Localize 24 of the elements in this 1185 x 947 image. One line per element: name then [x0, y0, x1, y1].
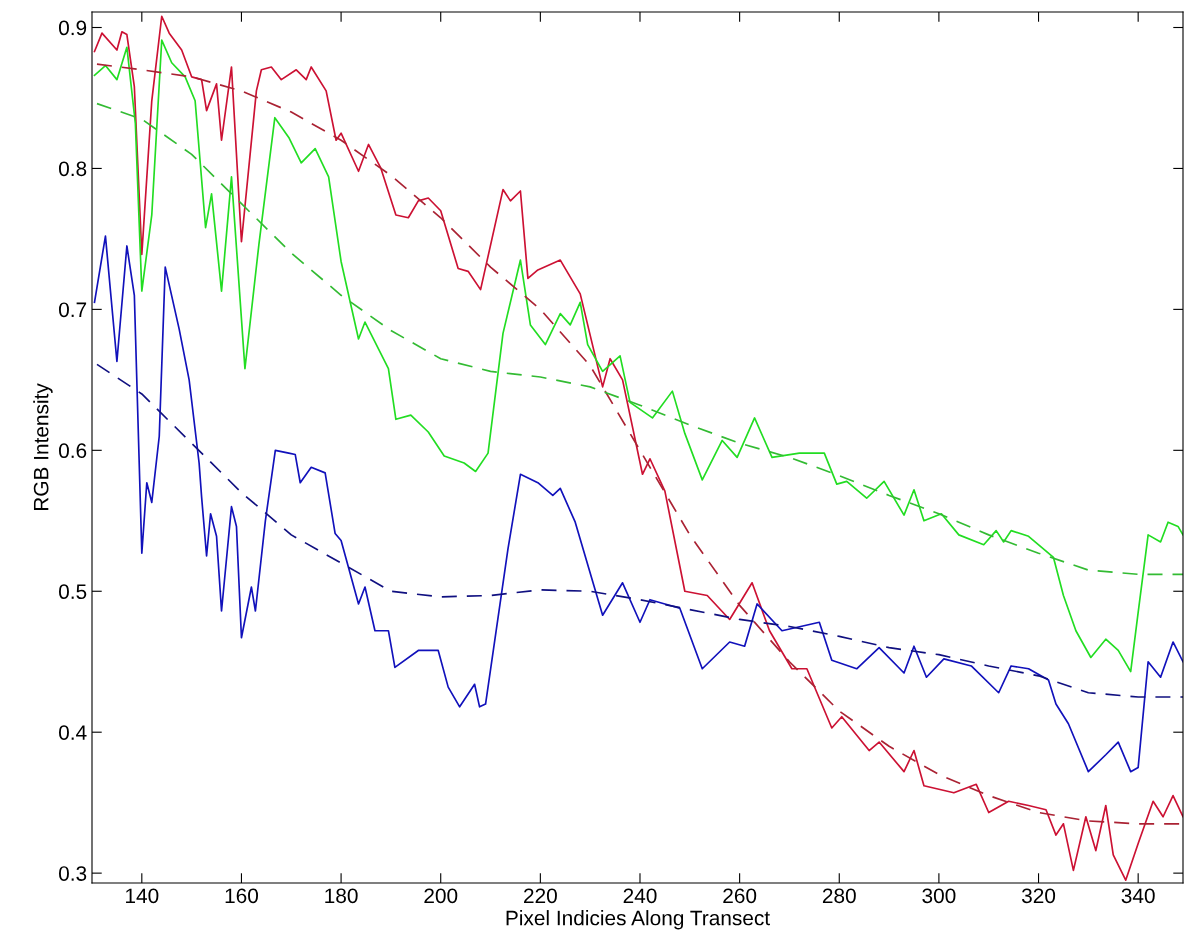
y-tick-label: 0.8 [58, 161, 87, 177]
y-tick-label: 0.6 [58, 443, 87, 459]
y-tick-label: 0.3 [58, 866, 87, 881]
line-series [96, 363, 1183, 698]
x-tick-label: 320 [1021, 888, 1056, 904]
y-tick-label: 0.9 [58, 20, 87, 36]
line-series [96, 102, 1183, 576]
x-tick-label: 280 [822, 888, 856, 904]
x-tick-label: 300 [922, 888, 956, 904]
x-tick-label: 200 [424, 888, 458, 904]
x-tick-label: 220 [524, 888, 557, 904]
y-axis-title: RGB Intensity [33, 383, 53, 511]
x-tick-label: 240 [623, 888, 657, 904]
y-tick-label: 0.4 [58, 725, 87, 740]
x-tick-label: 140 [126, 888, 159, 904]
x-tick-label: 260 [723, 888, 757, 904]
x-tick-label: 340 [1121, 888, 1155, 904]
y-tick-label: 0.5 [58, 584, 87, 600]
y-tick-label: 0.7 [58, 302, 87, 318]
line-series [93, 39, 1183, 673]
line-series [93, 235, 1183, 773]
x-tick-label: 160 [225, 888, 259, 904]
x-axis-title: Pixel Indicies Along Transect [506, 910, 770, 930]
x-tick-label: 180 [325, 888, 358, 904]
